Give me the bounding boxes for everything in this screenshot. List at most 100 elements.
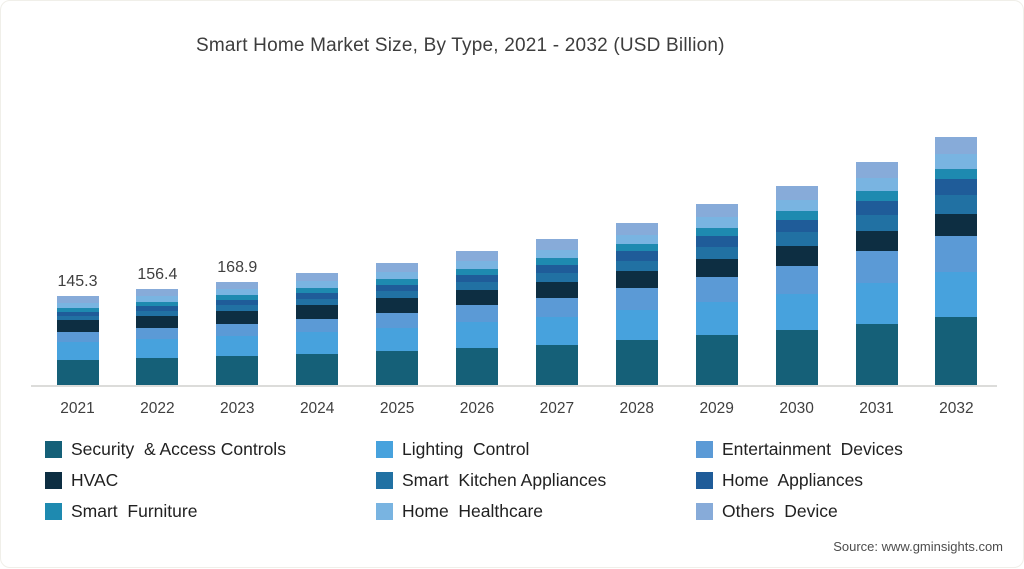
legend-item-hvac: HVAC (45, 470, 376, 491)
legend-swatch (376, 503, 393, 520)
legend-item-label: Home Appliances (722, 470, 864, 490)
legend-item-label: Smart Kitchen Appliances (402, 470, 607, 490)
legend-item-label: HVAC (71, 470, 119, 490)
bar-segment-home-healthcare (216, 289, 259, 296)
legend-item-label: Lighting Control (402, 439, 530, 459)
bar-segment-hvac (535, 282, 578, 298)
bar-segment-security-access-controls (376, 351, 419, 385)
bar-segment-security-access-controls (535, 344, 578, 385)
bar-segment-hvac (456, 290, 498, 306)
bar-segment-smart-kitchen-appliances (376, 291, 419, 299)
bar-segment-smart-kitchen-appliances (456, 282, 498, 291)
bar-segment-others-device (216, 281, 259, 290)
bar-segment-home-appliances (935, 179, 978, 196)
bar-segment-smart-kitchen-appliances (56, 316, 99, 321)
bar-segment-entertainment-devices (935, 235, 978, 273)
legend-item-home-appliances: Home Appliances (696, 470, 996, 491)
x-axis-label: 2032 (939, 400, 974, 417)
legend-swatch (696, 472, 713, 489)
bar-segment-smart-furniture (296, 287, 339, 293)
legend-item-label: Entertainment Devices (722, 439, 903, 459)
bar-segment-home-appliances (695, 235, 738, 247)
x-axis-label: 2026 (459, 400, 495, 417)
bar-segment-smart-kitchen-appliances (136, 310, 179, 316)
bar-segment-lighting-control (775, 293, 818, 331)
bar-segment-smart-furniture (376, 278, 419, 285)
bar-segment-home-healthcare (775, 199, 818, 212)
bar-segment-security-access-controls (136, 358, 179, 385)
bar-segment-entertainment-devices (855, 251, 898, 284)
bar-segment-security-access-controls (775, 330, 818, 385)
bar-2021: 145.3 (56, 273, 99, 385)
bar-segment-smart-furniture (615, 244, 658, 252)
x-axis-label: 2025 (379, 400, 415, 417)
bar-segment-lighting-control (456, 322, 498, 348)
bar-2023: 168.9 (216, 259, 259, 385)
legend-swatch (45, 441, 62, 458)
bar-segment-hvac (775, 246, 818, 266)
bar-value-label: 145.3 (57, 272, 98, 290)
legend-swatch (45, 503, 62, 520)
bar-segment-smart-kitchen-appliances (855, 214, 898, 232)
bar-segment-others-device (615, 223, 658, 235)
bar-2031 (855, 162, 898, 385)
bar-segment-entertainment-devices (535, 297, 578, 317)
legend-item-home-healthcare: Home Healthcare (376, 501, 696, 522)
x-axis-label: 2031 (859, 400, 894, 417)
bar-segment-others-device (376, 263, 419, 272)
bar-segment-smart-furniture (535, 257, 578, 265)
bar-segment-lighting-control (376, 327, 419, 352)
bar-2022: 156.4 (136, 266, 179, 385)
bar-segment-security-access-controls (615, 340, 658, 385)
bar-segment-entertainment-devices (376, 312, 419, 328)
bar-segment-smart-furniture (695, 227, 738, 236)
bar-segment-lighting-control (935, 272, 978, 317)
x-axis-label: 2030 (779, 400, 814, 417)
bar-2027 (535, 239, 578, 385)
bar-segment-smart-kitchen-appliances (775, 232, 818, 247)
bar-segment-lighting-control (136, 339, 179, 359)
bar-segment-security-access-controls (695, 335, 738, 385)
source-attribution: Source: www.gminsights.com (833, 539, 1003, 554)
bar-segment-smart-kitchen-appliances (615, 260, 658, 272)
bar-segment-others-device (456, 251, 498, 261)
bar-segment-others-device (296, 273, 339, 282)
bar-segment-home-appliances (456, 274, 498, 283)
bar-segment-others-device (935, 136, 978, 154)
bar-2024 (296, 273, 339, 385)
bar-segment-lighting-control (535, 316, 578, 345)
bar-segment-home-appliances (376, 284, 419, 292)
bar-segment-entertainment-devices (775, 265, 818, 294)
bar-segment-entertainment-devices (456, 305, 498, 323)
legend-swatch (376, 472, 393, 489)
legend-item-others-device: Others Device (696, 501, 996, 522)
bar-segment-smart-furniture (136, 301, 179, 307)
bar-segment-hvac (296, 304, 339, 319)
bar-segment-security-access-controls (456, 347, 498, 385)
x-axis-label: 2027 (539, 400, 575, 417)
bar-segment-home-appliances (855, 200, 898, 215)
bar-segment-others-device (855, 162, 898, 178)
bar-segment-home-appliances (136, 306, 179, 311)
bar-segment-others-device (136, 289, 179, 297)
bar-segment-security-access-controls (855, 323, 898, 385)
bar-segment-hvac (855, 231, 898, 252)
bar-2026 (456, 251, 498, 385)
legend-swatch (45, 472, 62, 489)
bar-segment-home-appliances (216, 300, 259, 306)
bar-value-label: 168.9 (217, 258, 258, 276)
bar-segment-home-healthcare (56, 302, 99, 308)
legend-item-entertainment-devices: Entertainment Devices (696, 439, 996, 460)
bar-segment-others-device (535, 239, 578, 250)
bar-segment-smart-kitchen-appliances (935, 195, 978, 215)
bar-segment-hvac (615, 271, 658, 289)
bar-segment-security-access-controls (935, 316, 978, 385)
bar-segment-others-device (775, 185, 818, 200)
x-axis-label: 2029 (699, 400, 734, 417)
bar-segment-others-device (56, 296, 99, 303)
x-axis-line (31, 385, 997, 387)
bar-segment-home-healthcare (296, 281, 339, 288)
bar-segment-home-appliances (775, 220, 818, 233)
bar-segment-smart-kitchen-appliances (296, 298, 339, 305)
